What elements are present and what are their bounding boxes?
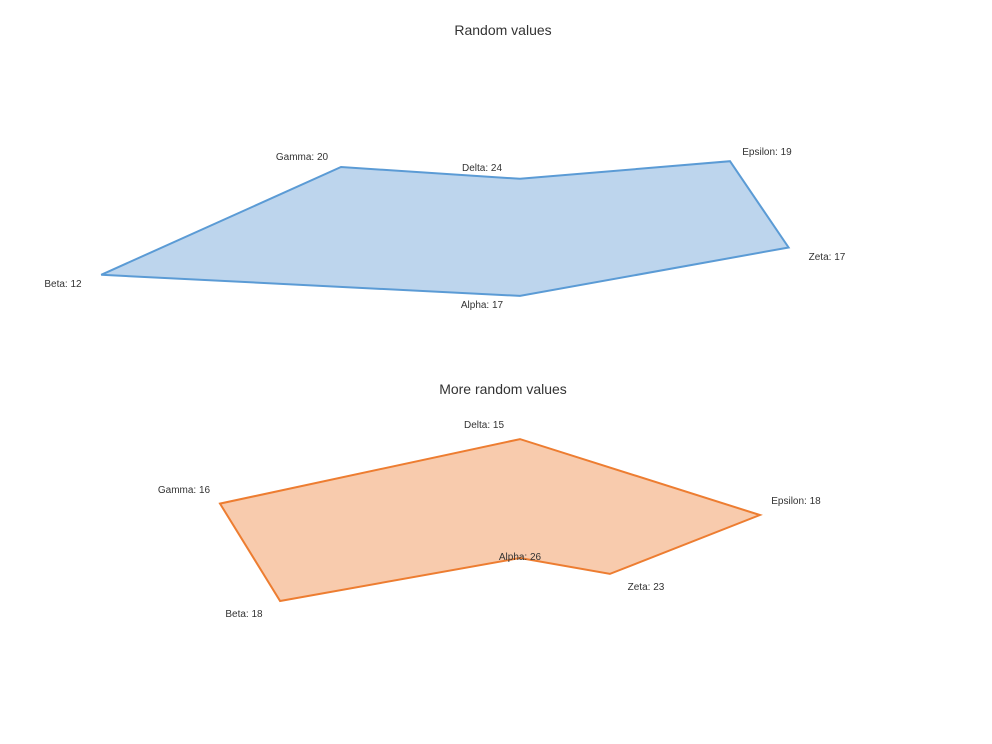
chart-2-title: More random values <box>439 381 567 397</box>
chart-1-label-alpha: Alpha: 17 <box>461 300 504 311</box>
chart-2-series-area <box>218 438 763 603</box>
chart-1-label-gamma: Gamma: 20 <box>276 152 329 163</box>
chart-1-series-area <box>100 160 791 297</box>
chart-2-label-beta: Beta: 18 <box>225 609 263 620</box>
chart-1-label-delta: Delta: 24 <box>462 163 502 174</box>
chart-1-title: Random values <box>454 22 551 38</box>
chart-1: Random values Alpha: 17 Beta: 12 Gamma: … <box>44 22 845 311</box>
chart-2-label-zeta: Zeta: 23 <box>628 582 665 593</box>
chart-2-label-epsilon: Epsilon: 18 <box>771 496 821 507</box>
chart-1-label-zeta: Zeta: 17 <box>809 252 846 263</box>
chart-2-label-gamma: Gamma: 16 <box>158 485 211 496</box>
chart-1-label-epsilon: Epsilon: 19 <box>742 147 792 158</box>
chart-2-label-delta: Delta: 15 <box>464 420 504 431</box>
chart-1-label-beta: Beta: 12 <box>44 279 82 290</box>
chart-2: More random values Alpha: 26 Beta: 18 Ga… <box>158 381 821 620</box>
chart-2-label-alpha: Alpha: 26 <box>499 552 542 563</box>
